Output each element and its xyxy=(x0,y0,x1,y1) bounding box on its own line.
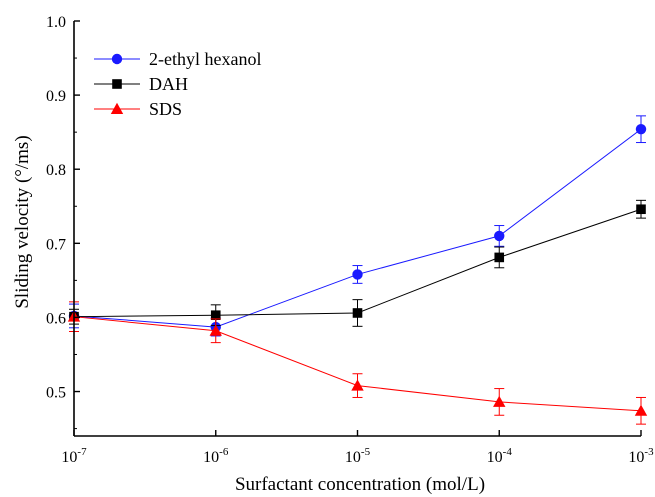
x-axis-title: Surfactant concentration (mol/L) xyxy=(235,474,485,495)
data-point-circle xyxy=(352,269,363,280)
data-point-square xyxy=(352,308,363,318)
data-point-square xyxy=(494,252,505,263)
data-point-circle xyxy=(635,123,647,135)
data-point-circle xyxy=(111,53,123,65)
y-tick-label: 0.9 xyxy=(46,88,66,105)
x-tick-label: 10-5 xyxy=(345,446,371,466)
series-line xyxy=(73,128,642,328)
data-point-square xyxy=(112,79,122,89)
series-square xyxy=(69,199,646,327)
plot-area xyxy=(67,115,648,425)
legend-label: SDS xyxy=(149,99,182,119)
data-point-square xyxy=(636,204,646,215)
y-tick-label: 0.8 xyxy=(46,162,66,179)
x-tick-label: 10-7 xyxy=(61,446,87,466)
y-tick-label: 0.6 xyxy=(46,310,66,327)
y-tick-label: 0.5 xyxy=(46,385,66,402)
x-tick-label: 10-4 xyxy=(487,446,513,466)
axes: 0.5 0.6 0.7 0.8 0.9 1.0 10-7 10-6 10-5 10-4 10-3 xyxy=(46,14,654,466)
data-point-square xyxy=(210,310,221,321)
y-tick-label: 0.7 xyxy=(46,236,66,253)
x-tick-label: 10-3 xyxy=(628,446,654,466)
series-triangle xyxy=(67,301,648,425)
legend-label: DAH xyxy=(149,74,188,94)
legend: 2-ethyl hexanol DAH SDS xyxy=(94,49,261,119)
data-point-triangle xyxy=(493,395,506,407)
x-tick-label: 10-6 xyxy=(203,446,229,466)
data-point-triangle xyxy=(634,404,648,416)
data-point-triangle xyxy=(110,102,124,114)
legend-label: 2-ethyl hexanol xyxy=(149,49,261,69)
data-point-triangle xyxy=(351,379,364,391)
y-tick-label: 1.0 xyxy=(46,14,66,31)
data-point-circle xyxy=(494,230,505,242)
data-point-triangle xyxy=(209,324,222,336)
y-axis-title: Sliding velocity (°/ms) xyxy=(12,135,33,308)
